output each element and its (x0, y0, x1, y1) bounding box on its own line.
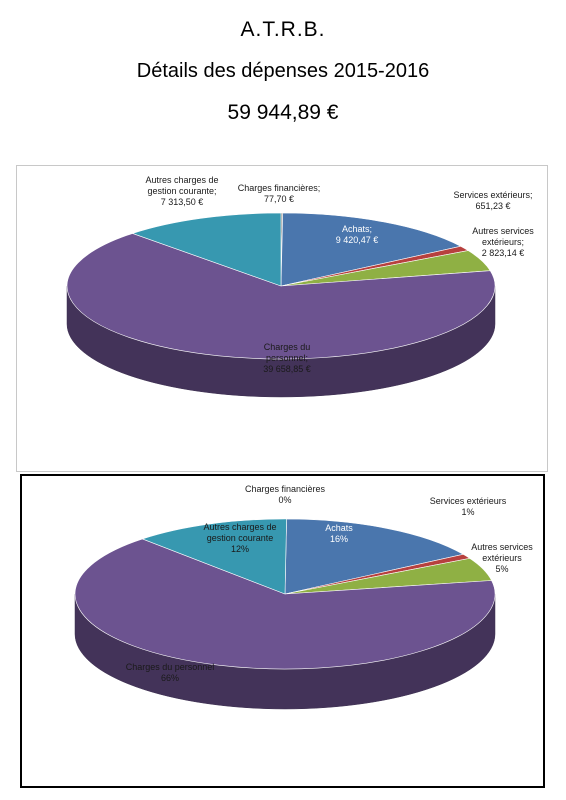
pie-chart-values: Charges financières; 77,70 € Achats; 9 420,… (16, 165, 548, 472)
pie-slice-autres-charges-de-gestion-courante (131, 212, 282, 287)
slice-label-services-ext-rieurs: Services extérieurs; 651,23 € (453, 190, 532, 211)
slice-label-charges-du-personnel: Charges du personnel; 39 658,85 € (263, 342, 311, 374)
slice-label-services-ext-rieurs: Services extérieurs 1% (430, 496, 507, 517)
pie-chart-values-svg: Charges financières; 77,70 € Achats; 9 420,… (66, 175, 534, 398)
slice-label-charges-financi-res: Charges financières 0% (245, 484, 326, 505)
slice-label-autres-charges-de-gestion-courante: Autres charges de gestion courante 12% (203, 522, 276, 554)
pie-labels: Charges financières; 77,70 € Achats; 9 420,… (145, 175, 534, 374)
slice-label-charges-du-personnel: Charges du personnel 66% (126, 662, 215, 683)
pie-slice-achats (280, 212, 462, 287)
pie-chart-percent-svg: Charges financières 0% Achats 16% Services e… (74, 484, 534, 710)
slice-label-charges-financi-res: Charges financières; 77,70 € (238, 183, 321, 204)
slice-label-autres-services-ext-rieurs: Autres services extérieurs; 2 823,14 € (472, 226, 534, 258)
pie-labels: Charges financières 0% Achats 16% Services e… (126, 484, 534, 683)
report-subtitle: Détails des dépenses 2015-2016 (136, 60, 430, 82)
slice-label-achats: Achats; 9 420,47 € (336, 224, 379, 245)
pie-top (66, 212, 496, 360)
pie-chart-percent: Charges financières 0% Achats 16% Services e… (20, 474, 545, 788)
slice-label-achats: Achats 16% (325, 523, 353, 544)
report-org-title: A.T.R.B. (240, 18, 326, 41)
pie-slice-autres-charges-de-gestion-courante (141, 518, 287, 595)
pie-top (74, 518, 496, 670)
pie-slice-charges-du-personnel (66, 233, 496, 360)
slice-label-autres-services-ext-rieurs: Autres services extérieurs 5% (471, 542, 533, 574)
slice-label-autres-charges-de-gestion-courante: Autres charges de gestion courante; 7 313,… (145, 175, 218, 207)
pie-slice-charges-du-personnel (74, 538, 496, 670)
pie-slice-achats (284, 518, 464, 595)
report-total: 59 944,89 € (227, 101, 339, 124)
